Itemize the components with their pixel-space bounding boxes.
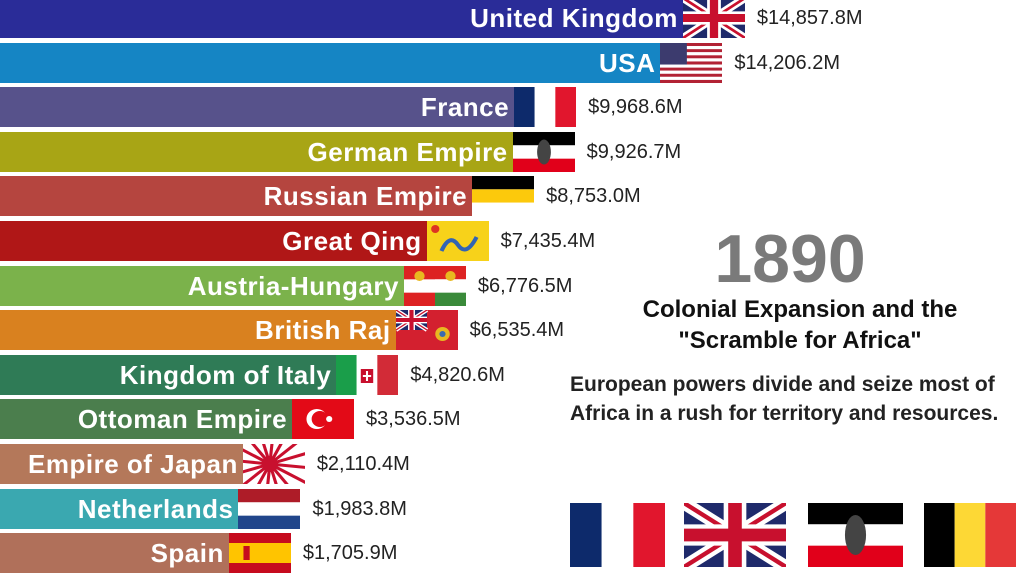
bar bbox=[0, 354, 337, 395]
bar-row: British Raj $6,535.4M bbox=[0, 308, 1024, 351]
value-label: $7,435.4M bbox=[500, 230, 596, 252]
bar-label: Ottoman Empire bbox=[77, 404, 288, 435]
bar-label: Austria-Hungary bbox=[187, 270, 399, 301]
austria-hungary-flag-icon bbox=[403, 265, 466, 306]
bar-row: Empire of Japan $2,110.4M bbox=[0, 414, 1024, 514]
bar-label: France bbox=[420, 92, 510, 123]
event-title-line2: "Scramble for Africa" bbox=[678, 327, 922, 354]
bar-label: British Raj bbox=[255, 315, 391, 346]
bar-label: Empire of Japan bbox=[28, 449, 238, 479]
bar-label: German Empire bbox=[307, 136, 508, 167]
bar-row: Russian Empire $8,753.0M bbox=[0, 176, 1024, 217]
bar-label: Russian Empire bbox=[263, 181, 468, 212]
event-title-line1: Colonial Expansion and the bbox=[642, 296, 958, 323]
bar bbox=[0, 221, 427, 261]
value-label: $6,535.4M bbox=[469, 319, 565, 342]
uk-flag-icon bbox=[680, 0, 748, 42]
france-flag-icon bbox=[570, 503, 665, 567]
bar-row: German Empire $9,926.7M bbox=[0, 131, 1024, 172]
bar-row: Great Qing $7,435.4M bbox=[0, 221, 1024, 261]
bar-row: France $9,968.6M bbox=[0, 87, 1024, 128]
value-label: $14,857.8M bbox=[756, 7, 863, 29]
bar-row: Spain $1,705.9M bbox=[0, 533, 1024, 574]
bar-row: Ottoman Empire $3,536.5M bbox=[0, 399, 1024, 440]
event-description: European powers divide and seize most of… bbox=[570, 373, 999, 425]
value-label: $2,110.4M bbox=[316, 453, 410, 475]
british-raj-flag-icon bbox=[394, 308, 458, 351]
usa-flag-icon bbox=[660, 42, 723, 83]
bar-label: USA bbox=[598, 47, 656, 78]
netherlands-flag-icon bbox=[238, 488, 301, 529]
bar bbox=[0, 42, 661, 83]
bar bbox=[0, 265, 404, 306]
bar-label: Spain bbox=[150, 538, 224, 569]
event-title: Colonial Expansion and the "Scramble for… bbox=[590, 294, 1010, 356]
bar-row: Kingdom of Italy $4,820.6M bbox=[0, 354, 1024, 395]
bar bbox=[0, 488, 239, 529]
year-label: 1890 bbox=[714, 221, 866, 297]
japan-flag-icon bbox=[218, 414, 322, 514]
bar bbox=[0, 310, 396, 351]
france-flag-icon bbox=[514, 87, 577, 128]
value-label: $14,206.2M bbox=[734, 51, 840, 74]
spain-flag-icon bbox=[228, 533, 291, 574]
bar bbox=[0, 131, 513, 172]
bar bbox=[0, 533, 229, 574]
bar bbox=[0, 444, 243, 484]
ottoman-flag-icon bbox=[292, 399, 355, 440]
uk-flag-icon bbox=[680, 497, 790, 573]
bar-label: United Kingdom bbox=[470, 3, 678, 33]
bar-row: United Kingdom $14,857.8M bbox=[0, 0, 1024, 42]
belgium-flag-icon bbox=[924, 503, 1016, 567]
bar-label: Netherlands bbox=[77, 493, 234, 524]
value-label: $8,753.0M bbox=[546, 185, 641, 208]
bar bbox=[0, 0, 683, 38]
german-empire-flag-icon bbox=[808, 503, 903, 567]
bar-label: Kingdom of Italy bbox=[119, 359, 332, 390]
value-label: $9,926.7M bbox=[586, 140, 682, 163]
bar-row: Netherlands $1,983.8M bbox=[0, 488, 1024, 529]
bar bbox=[0, 399, 293, 440]
qing-flag-icon bbox=[426, 221, 489, 261]
value-label: $3,536.5M bbox=[366, 408, 461, 431]
bar bbox=[0, 176, 473, 217]
bar-row: Austria-Hungary $6,776.5M bbox=[0, 265, 1024, 306]
bar bbox=[0, 87, 515, 128]
value-label: $6,776.5M bbox=[477, 274, 573, 297]
russian-empire-flag-icon bbox=[472, 176, 535, 217]
value-label: $9,968.6M bbox=[588, 96, 683, 119]
value-label: $1,983.8M bbox=[312, 497, 407, 520]
bar-row: USA $14,206.2M bbox=[0, 42, 1024, 83]
bar-label: Great Qing bbox=[282, 226, 422, 256]
value-label: $4,820.6M bbox=[410, 363, 505, 386]
italy-flag-icon bbox=[336, 354, 399, 395]
value-label: $1,705.9M bbox=[302, 542, 398, 565]
german-empire-flag-icon bbox=[512, 131, 575, 172]
